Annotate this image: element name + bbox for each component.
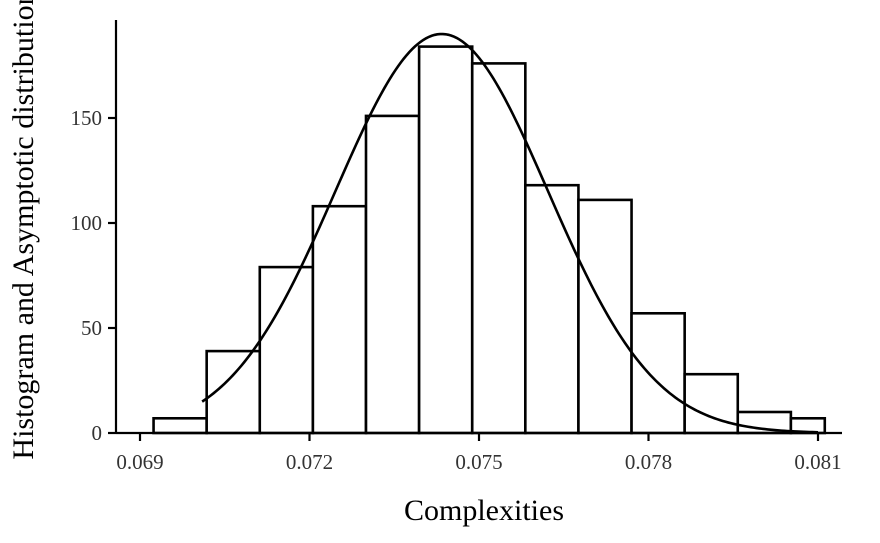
y-tick-label: 0: [92, 421, 103, 445]
histogram-bar-9: [577, 198, 633, 435]
x-tick-label: 0.069: [116, 450, 163, 474]
y-tick-label: 100: [71, 211, 103, 235]
y-tick-label: 50: [81, 316, 102, 340]
x-tick-label: 0.078: [625, 450, 672, 474]
x-tick-label: 0.075: [455, 450, 502, 474]
histogram-bar-5: [364, 114, 421, 435]
histogram-bar-3: [258, 265, 315, 435]
histogram-bar-7: [470, 62, 527, 435]
x-axis-ticks: 0.069 0.072 0.075 0.078 0.081: [116, 433, 842, 474]
y-tick-label: 150: [71, 106, 103, 130]
histogram-bar-4: [311, 204, 368, 435]
x-axis-title: Complexities: [404, 494, 564, 527]
asymptotic-distribution-curve: [201, 32, 819, 434]
histogram-bar-8: [524, 183, 580, 435]
x-tick-label: 0.081: [794, 450, 841, 474]
x-tick-label: 0.072: [286, 450, 333, 474]
histogram-bar-1: [152, 416, 208, 435]
histogram-bar-10: [630, 311, 686, 435]
histogram-bars: [152, 45, 827, 435]
histogram-bar-6: [417, 45, 474, 435]
y-axis-ticks: 0 50 100 150: [71, 106, 116, 445]
y-axis-title: Histogram and Asymptotic distribution: [7, 0, 40, 460]
